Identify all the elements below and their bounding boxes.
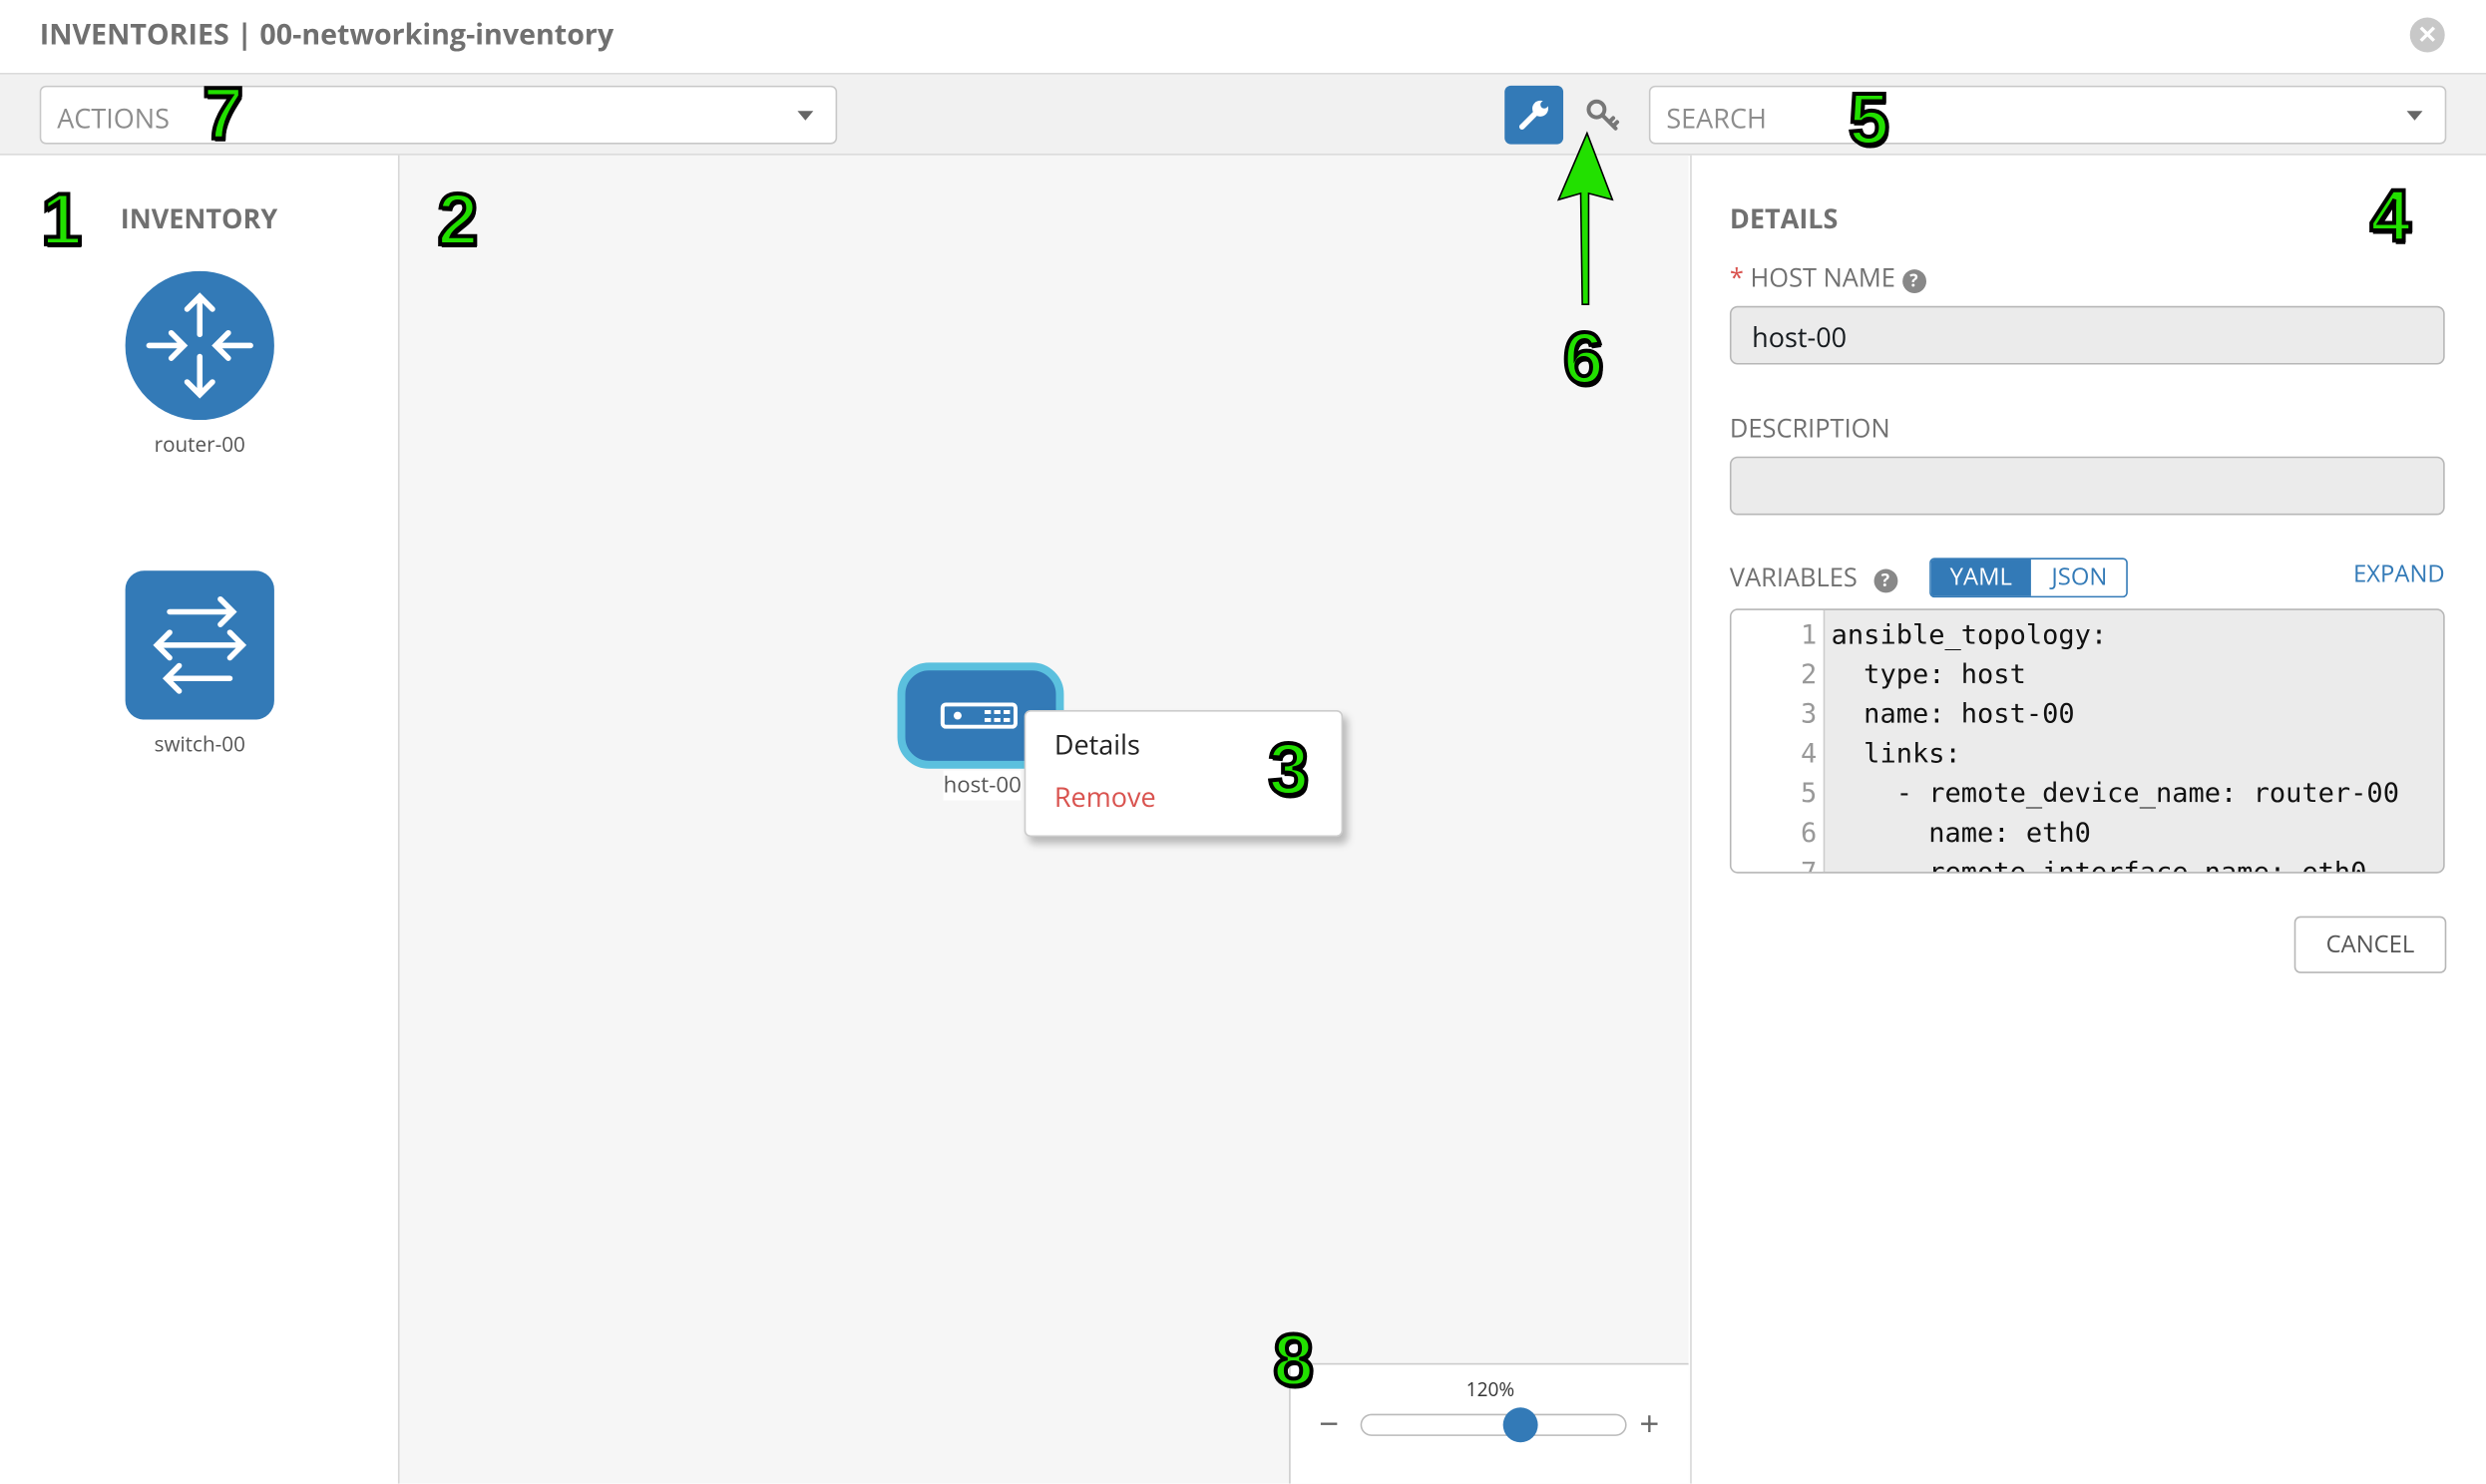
line-number: 7 [1801,857,1818,874]
expand-link[interactable]: EXPAND [2353,557,2445,590]
line-number: 4 [1801,738,1818,771]
switch-icon [125,570,274,720]
zoom-out-button[interactable]: − [1319,1399,1340,1448]
callout-3: 3 [1266,727,1311,811]
code-line: name: eth0 [1831,818,2091,850]
router-00-label: router-00 [154,429,245,459]
header: INVENTORIES | 00-networking-inventory ✕ [0,0,2486,75]
search-dropdown[interactable]: SEARCH [1648,85,2447,145]
code-line: name: host-00 [1831,698,2075,731]
host-name-label: * HOST NAME ? [1729,259,1926,295]
host-name-text: HOST NAME [1750,259,1895,295]
host-name-input[interactable]: host-00 [1729,305,2445,365]
callout-2: 2 [436,178,481,260]
switch-00-item[interactable] [125,570,274,720]
details-title: DETAILS [1729,199,1839,236]
zoom-control: 120% − + [1289,1362,1689,1484]
toolbar: ACTIONS SEARCH [0,74,2486,156]
help-icon[interactable]: ? [1872,568,1897,593]
zoom-slider-handle[interactable] [1502,1407,1538,1443]
variables-editor[interactable]: 1 ansible_topology: 2 type: host 3 name: ho… [1729,608,2445,874]
zoom-in-button[interactable]: + [1639,1399,1660,1448]
line-number: 3 [1801,698,1818,731]
code-line: links: [1831,738,1961,771]
description-input[interactable] [1729,456,2445,516]
code-line: ansible_topology: [1831,619,2108,652]
code-line: remote_interface_name: eth0 [1831,857,2367,874]
variables-text: VARIABLES [1729,559,1858,594]
description-label: DESCRIPTION [1729,410,1890,446]
code-line: type: host [1831,659,2026,691]
json-toggle[interactable]: JSON [2051,560,2108,593]
page-title: INVENTORIES | 00-networking-inventory [39,15,615,55]
context-menu: Details Remove [1024,710,1344,838]
format-toggle: YAML JSON [1929,557,2128,598]
actions-placeholder: ACTIONS [57,100,170,137]
callout-8: 8 [1271,1318,1316,1401]
menu-item-details[interactable]: Details [1053,725,1140,763]
line-number: 1 [1801,619,1818,652]
line-gutter [1731,609,1826,873]
callout-4: 4 [2368,174,2413,257]
inventory-title: INVENTORY [120,199,278,236]
menu-item-remove[interactable]: Remove [1053,778,1156,815]
key-mode-button[interactable] [1582,95,1623,136]
callout-7: 7 [201,71,245,155]
host-00-label: host-00 [943,770,1022,801]
zoom-slider[interactable] [1360,1413,1627,1436]
chevron-down-icon [797,111,814,121]
code-line: - remote_device_name: router-00 [1831,778,2399,811]
router-icon [125,270,274,421]
callout-5: 5 [1847,77,1891,161]
required-mark: * [1729,259,1744,295]
callout-1: 1 [39,178,84,260]
chevron-down-icon [2406,111,2423,121]
key-icon [1586,99,1620,131]
wrench-mode-button[interactable] [1504,85,1564,145]
zoom-level: 120% [1465,1375,1515,1403]
cancel-button[interactable]: CANCEL [2293,916,2447,973]
switch-00-label: switch-00 [154,729,245,758]
host-icon [940,702,1018,729]
line-number: 2 [1801,659,1818,691]
close-icon[interactable]: ✕ [2409,17,2445,53]
variables-label: VARIABLES ? [1730,559,1897,594]
callout-6: 6 [1561,316,1606,400]
yaml-toggle[interactable]: YAML [1930,559,2031,596]
help-icon[interactable]: ? [1901,269,1926,294]
router-00-item[interactable] [125,270,274,421]
actions-dropdown[interactable]: ACTIONS [39,85,838,145]
arrow-up-icon [1556,131,1614,305]
search-placeholder: SEARCH [1666,100,1767,137]
line-number: 6 [1801,818,1818,850]
wrench-icon [1518,100,1548,130]
line-number: 5 [1801,778,1818,811]
